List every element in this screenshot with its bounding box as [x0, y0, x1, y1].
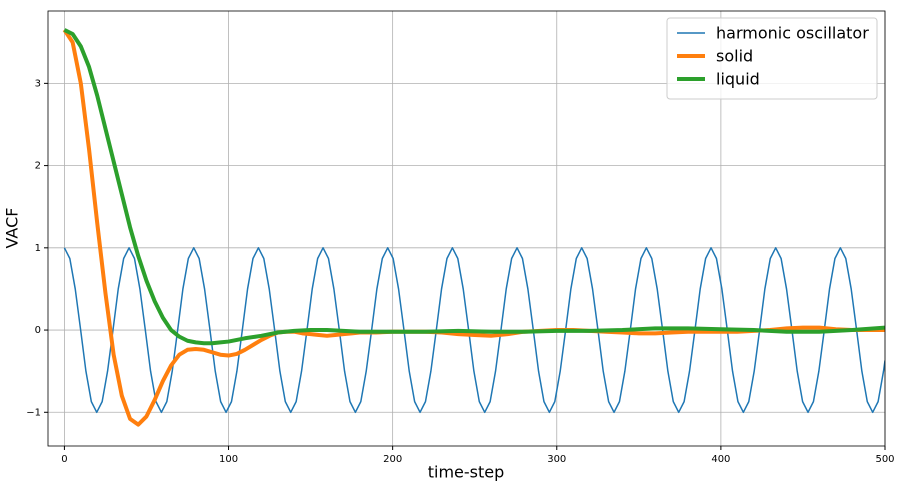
legend-label: liquid	[716, 70, 760, 89]
line-series	[62, 28, 885, 427]
y-tick-label: 0	[35, 325, 41, 336]
x-tick-label: 200	[383, 454, 402, 465]
x-tick-label: 0	[61, 454, 67, 465]
x-axis-label: time-step	[428, 463, 505, 482]
x-tick-label: 100	[219, 454, 238, 465]
x-tick-label: 300	[547, 454, 566, 465]
x-tick-label: 500	[875, 454, 894, 465]
legend-label: solid	[716, 47, 753, 66]
x-tick-label: 400	[711, 454, 730, 465]
y-tick-label: 2	[35, 161, 41, 172]
y-axis-label: VACF	[3, 208, 22, 249]
line-series	[63, 247, 885, 414]
plot-frame	[47, 10, 886, 447]
line-series	[63, 28, 885, 346]
legend-box	[666, 17, 878, 100]
y-tick-label: 1	[35, 243, 41, 254]
y-tick-label: −1	[26, 407, 41, 418]
y-tick-label: 3	[35, 78, 41, 89]
legend-label: harmonic oscillator	[716, 24, 869, 43]
